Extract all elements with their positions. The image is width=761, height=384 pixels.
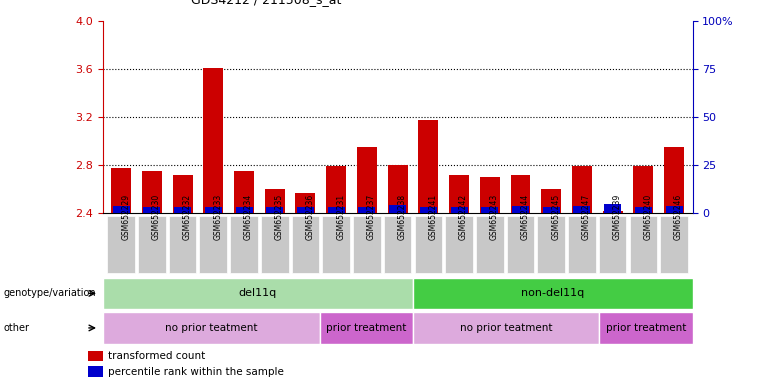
Text: GSM652242: GSM652242 <box>459 194 468 240</box>
FancyBboxPatch shape <box>231 216 258 273</box>
FancyBboxPatch shape <box>568 216 596 273</box>
Bar <box>512 206 529 212</box>
Bar <box>88 351 103 361</box>
Bar <box>266 207 283 212</box>
Text: GSM652237: GSM652237 <box>367 194 376 240</box>
Bar <box>205 207 221 212</box>
Bar <box>603 211 622 213</box>
Bar <box>600 312 693 344</box>
Bar <box>664 147 684 213</box>
Bar <box>511 175 530 213</box>
FancyBboxPatch shape <box>261 216 288 273</box>
FancyBboxPatch shape <box>291 216 320 273</box>
Bar <box>143 207 161 212</box>
Text: percentile rank within the sample: percentile rank within the sample <box>108 367 285 377</box>
Text: GSM652240: GSM652240 <box>643 194 652 240</box>
Bar <box>451 207 467 212</box>
FancyBboxPatch shape <box>138 216 166 273</box>
FancyBboxPatch shape <box>599 216 626 273</box>
Bar <box>265 189 285 213</box>
Bar <box>142 171 162 213</box>
Bar <box>357 147 377 213</box>
FancyBboxPatch shape <box>107 216 135 273</box>
Bar <box>111 167 131 213</box>
FancyBboxPatch shape <box>661 216 688 273</box>
FancyBboxPatch shape <box>199 216 227 273</box>
Text: GSM652244: GSM652244 <box>521 194 530 240</box>
Text: other: other <box>4 323 30 333</box>
Bar <box>387 165 408 213</box>
FancyBboxPatch shape <box>323 216 350 273</box>
Text: GSM652230: GSM652230 <box>152 194 161 240</box>
Bar <box>449 175 469 213</box>
Bar <box>113 206 129 212</box>
Bar <box>295 193 316 213</box>
FancyBboxPatch shape <box>629 216 658 273</box>
Text: del11q: del11q <box>239 288 277 298</box>
Bar <box>574 206 591 212</box>
Bar <box>326 166 346 213</box>
Bar <box>320 312 413 344</box>
Bar <box>234 171 254 213</box>
Bar <box>103 278 413 309</box>
Bar <box>174 207 191 212</box>
Text: GSM652243: GSM652243 <box>490 194 498 240</box>
FancyBboxPatch shape <box>384 216 412 273</box>
Bar <box>103 312 320 344</box>
Bar <box>328 207 345 212</box>
Bar <box>173 175 193 213</box>
Text: prior treatment: prior treatment <box>326 323 407 333</box>
Bar <box>297 207 314 212</box>
Text: GSM652245: GSM652245 <box>551 194 560 240</box>
Bar <box>604 204 621 212</box>
Text: GSM652246: GSM652246 <box>674 194 683 240</box>
Text: GSM652232: GSM652232 <box>183 194 192 240</box>
Bar <box>479 177 500 213</box>
Text: genotype/variation: genotype/variation <box>4 288 97 298</box>
Bar <box>413 312 600 344</box>
Bar <box>541 189 561 213</box>
FancyBboxPatch shape <box>353 216 380 273</box>
Text: GSM652234: GSM652234 <box>244 194 253 240</box>
Bar <box>572 166 592 213</box>
Bar <box>635 207 652 212</box>
Bar <box>389 205 406 212</box>
Bar <box>543 207 559 212</box>
FancyBboxPatch shape <box>476 216 504 273</box>
FancyBboxPatch shape <box>537 216 565 273</box>
Text: GSM652229: GSM652229 <box>121 194 130 240</box>
Text: GSM652236: GSM652236 <box>305 194 314 240</box>
Text: GSM652241: GSM652241 <box>428 194 438 240</box>
FancyBboxPatch shape <box>169 216 196 273</box>
Text: GSM652247: GSM652247 <box>582 194 591 240</box>
Bar <box>413 278 693 309</box>
FancyBboxPatch shape <box>415 216 442 273</box>
Bar <box>481 207 498 212</box>
Bar <box>236 207 253 212</box>
Text: GSM652233: GSM652233 <box>213 194 222 240</box>
Bar <box>358 207 375 212</box>
Bar <box>203 68 223 213</box>
Text: GSM652235: GSM652235 <box>275 194 284 240</box>
Text: GSM652239: GSM652239 <box>613 194 622 240</box>
Text: non-del11q: non-del11q <box>521 288 584 298</box>
Text: prior treatment: prior treatment <box>606 323 686 333</box>
Bar <box>666 206 683 212</box>
Text: GSM652238: GSM652238 <box>397 194 406 240</box>
Text: transformed count: transformed count <box>108 351 205 361</box>
Text: GSM652231: GSM652231 <box>336 194 345 240</box>
Text: no prior teatment: no prior teatment <box>165 323 258 333</box>
Text: GDS4212 / 211508_s_at: GDS4212 / 211508_s_at <box>191 0 342 6</box>
Bar <box>633 166 654 213</box>
Bar <box>88 366 103 377</box>
FancyBboxPatch shape <box>507 216 534 273</box>
FancyBboxPatch shape <box>445 216 473 273</box>
Bar <box>420 207 437 212</box>
Text: no prior teatment: no prior teatment <box>460 323 552 333</box>
Bar <box>419 119 438 213</box>
